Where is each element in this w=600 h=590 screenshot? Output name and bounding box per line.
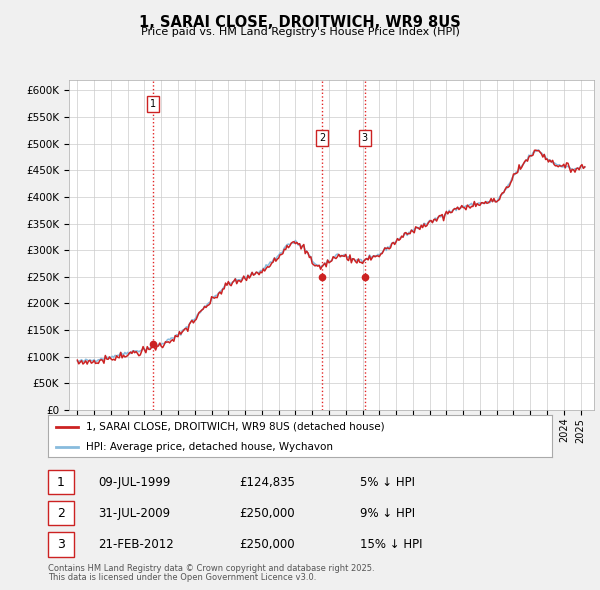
- Text: 31-JUL-2009: 31-JUL-2009: [98, 507, 170, 520]
- Text: Price paid vs. HM Land Registry's House Price Index (HPI): Price paid vs. HM Land Registry's House …: [140, 28, 460, 37]
- Text: 3: 3: [362, 133, 368, 143]
- Text: 15% ↓ HPI: 15% ↓ HPI: [361, 538, 423, 551]
- Bar: [48, 470, 74, 494]
- Text: 2: 2: [319, 133, 325, 143]
- Bar: [48, 532, 74, 556]
- Text: Contains HM Land Registry data © Crown copyright and database right 2025.: Contains HM Land Registry data © Crown c…: [48, 563, 374, 572]
- Text: £250,000: £250,000: [239, 507, 295, 520]
- Text: 1: 1: [150, 99, 156, 109]
- Text: 2: 2: [57, 507, 65, 520]
- Text: £250,000: £250,000: [239, 538, 295, 551]
- Text: 21-FEB-2012: 21-FEB-2012: [98, 538, 174, 551]
- Bar: [48, 501, 74, 526]
- Text: 1: 1: [57, 476, 65, 489]
- Text: £124,835: £124,835: [239, 476, 295, 489]
- Text: 1, SARAI CLOSE, DROITWICH, WR9 8US (detached house): 1, SARAI CLOSE, DROITWICH, WR9 8US (deta…: [86, 422, 385, 432]
- Text: 09-JUL-1999: 09-JUL-1999: [98, 476, 171, 489]
- Text: 1, SARAI CLOSE, DROITWICH, WR9 8US: 1, SARAI CLOSE, DROITWICH, WR9 8US: [139, 15, 461, 30]
- Text: 5% ↓ HPI: 5% ↓ HPI: [361, 476, 415, 489]
- Text: HPI: Average price, detached house, Wychavon: HPI: Average price, detached house, Wych…: [86, 442, 333, 451]
- Text: 9% ↓ HPI: 9% ↓ HPI: [361, 507, 416, 520]
- Text: This data is licensed under the Open Government Licence v3.0.: This data is licensed under the Open Gov…: [48, 573, 316, 582]
- Text: 3: 3: [57, 538, 65, 551]
